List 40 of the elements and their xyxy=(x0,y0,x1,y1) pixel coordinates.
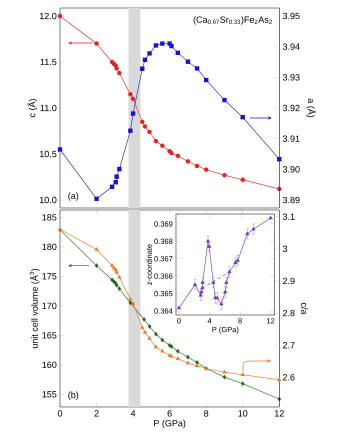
y2-axis-title: c/a xyxy=(301,302,308,314)
y2-tick-label: 3.93 xyxy=(282,74,300,81)
x-tick-label: 6 xyxy=(168,410,172,417)
y-tick-label: 11.0 xyxy=(40,104,56,112)
x-axis-title: P (GPa) xyxy=(154,420,186,428)
y-tick-label: 175 xyxy=(42,273,56,280)
y2-tick-label: 3.90 xyxy=(282,166,300,173)
y-axis-title: c (Å) xyxy=(27,99,38,118)
annotation: (b) xyxy=(68,391,78,400)
x-tick-label: 2 xyxy=(94,410,99,416)
y2-tick-label: 3 xyxy=(282,246,288,252)
y2-tick-label: 3.92 xyxy=(282,104,300,112)
x-tick-label: 0 xyxy=(58,410,62,417)
annotation: (Ca$_{0.67}$Sr$_{0.33}$)Fe$_{2}$As$_{2}$ xyxy=(194,16,272,25)
y2-axis-title: a (Å) xyxy=(306,98,316,118)
y2-tick-label: 2.6 xyxy=(282,374,295,380)
y2-tick-label: 3.91 xyxy=(282,135,300,142)
x-tick-label: 10 xyxy=(238,410,248,417)
y-tick-label: 12.0 xyxy=(40,12,56,20)
y-tick-label: 10.0 xyxy=(40,196,56,204)
x-tick-label: 12 xyxy=(274,410,284,416)
y-tick-label: 160 xyxy=(42,362,56,368)
y-tick-label: 10.5 xyxy=(40,150,56,158)
y-tick-label: 165 xyxy=(42,332,56,339)
annotation: (a) xyxy=(68,192,78,201)
y-tick-label: 185 xyxy=(42,214,56,221)
y-tick-label: 180 xyxy=(42,244,56,250)
y2-tick-label: 3.95 xyxy=(282,12,300,20)
y-tick-label: 11.5 xyxy=(40,58,56,66)
y2-tick-label: 3.1 xyxy=(282,214,295,220)
y2-tick-label: 3.89 xyxy=(282,196,300,204)
y-axis-title: unit cell volume (Å$^{3}$) xyxy=(30,268,40,348)
y-tick-label: 170 xyxy=(42,302,56,310)
y2-tick-label: 2.8 xyxy=(282,310,295,316)
y2-tick-label: 2.7 xyxy=(282,342,295,348)
y-tick-label: 155 xyxy=(42,391,56,398)
y2-tick-label: 3.94 xyxy=(282,43,300,50)
y2-tick-label: 2.9 xyxy=(282,278,295,284)
x-tick-label: 8 xyxy=(204,410,208,417)
x-tick-label: 4 xyxy=(130,410,136,416)
